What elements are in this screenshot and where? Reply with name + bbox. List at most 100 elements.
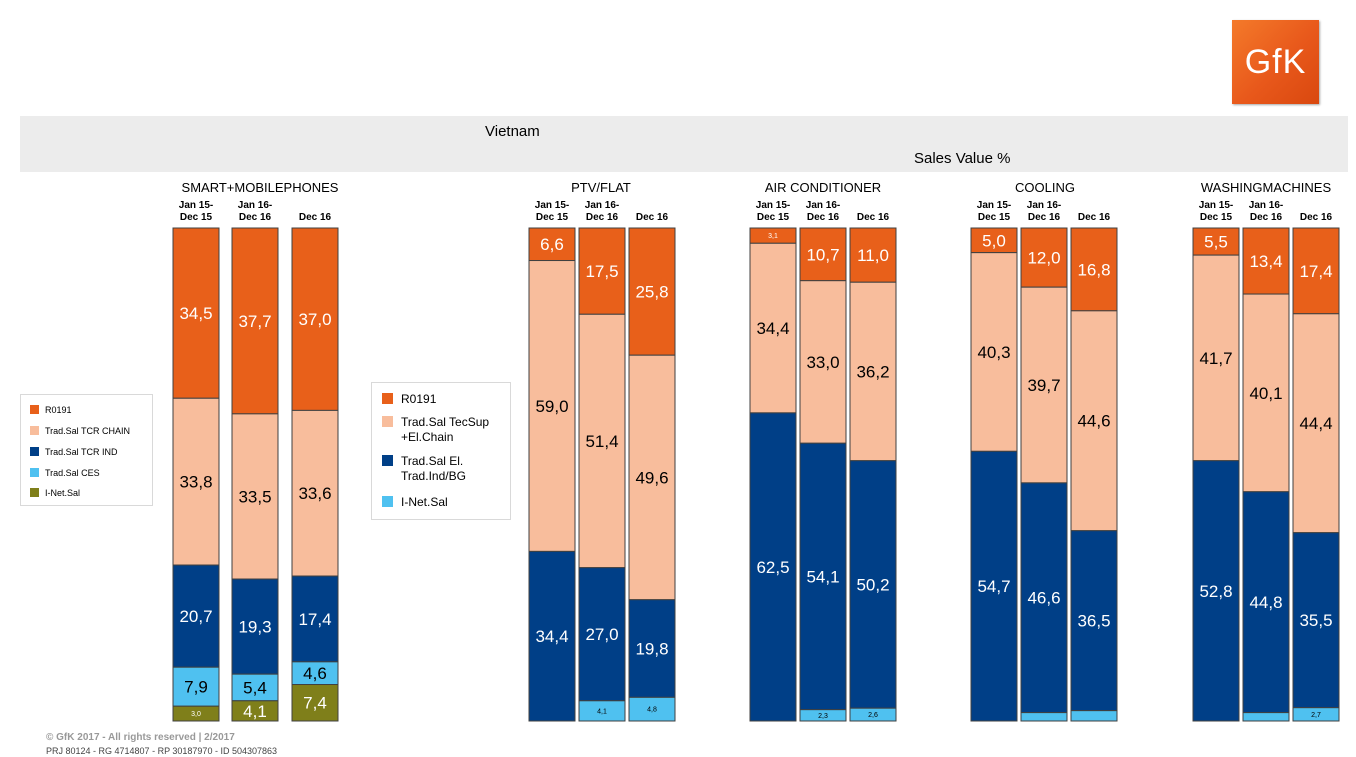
bar-segment-cooling-0-trad-sal-tecsup-el-chain	[970, 252, 1018, 452]
bar-segment-ptv-flat-0-trad-sal-el-trad-ind-bg	[528, 550, 576, 722]
data-label-ptv-flat-2-i-net-sal: 4,8	[647, 707, 657, 714]
bar-segment-smart-mobilephones-2-trad-sal-tcr-ind	[291, 575, 339, 663]
bar-segment-air-conditioner-0-trad-sal-tecsup-el-chain	[749, 242, 797, 414]
footer-copyright: © GfK 2017 - All rights reserved | 2/201…	[46, 732, 235, 743]
data-label-cooling-2-r0191: 16,8	[1077, 260, 1110, 279]
data-label-air-conditioner-2-trad-sal-el-trad-ind-bg: 50,2	[856, 575, 889, 594]
bar-segment-ptv-flat-2-trad-sal-tecsup-el-chain	[628, 354, 676, 601]
bar-segment-washingmachines-0-trad-sal-el-trad-ind-bg	[1192, 460, 1240, 722]
data-label-air-conditioner-0-r0191: 3,1	[768, 233, 778, 240]
data-label-washingmachines-0-trad-sal-tecsup-el-chain: 41,7	[1199, 349, 1232, 368]
data-label-smart-mobilephones-2-trad-sal-tcr-chain: 33,6	[298, 484, 331, 503]
data-label-air-conditioner-1-r0191: 10,7	[806, 245, 839, 264]
bar-segment-smart-mobilephones-0-trad-sal-tcr-ind	[172, 564, 220, 668]
data-label-ptv-flat-2-trad-sal-tecsup-el-chain: 49,6	[635, 468, 668, 487]
bar-segment-smart-mobilephones-2-i-net-sal	[291, 684, 339, 722]
legend-label-el-trad: Trad.Sal El. Trad.Ind/BG	[401, 454, 466, 483]
data-label-smart-mobilephones-1-trad-sal-ces: 5,4	[243, 678, 267, 697]
bar-segment-smart-mobilephones-0-trad-sal-ces	[172, 666, 220, 707]
category-label-smart-mobilephones-0: Jan 15-Dec 15	[179, 200, 213, 223]
data-label-ptv-flat-0-trad-sal-el-trad-ind-bg: 34,4	[535, 627, 568, 646]
bar-segment-smart-mobilephones-1-r0191	[231, 227, 279, 415]
bar-segment-smart-mobilephones-1-trad-sal-tcr-chain	[231, 413, 279, 580]
bar-segment-cooling-0-trad-sal-el-trad-ind-bg	[970, 450, 1018, 722]
chart-title-ptv-flat: PTV/FLAT	[571, 180, 631, 195]
data-label-cooling-2-trad-sal-tecsup-el-chain: 44,6	[1077, 412, 1110, 431]
bar-segment-cooling-2-r0191	[1070, 227, 1118, 312]
data-label-washingmachines-0-r0191: 5,5	[1204, 233, 1228, 252]
bar-segment-washingmachines-1-i-net-sal	[1242, 712, 1290, 722]
bar-segment-ptv-flat-0-trad-sal-tecsup-el-chain	[528, 260, 576, 552]
logo-text: GfK	[1244, 42, 1307, 81]
bar-segment-smart-mobilephones-0-r0191	[172, 227, 220, 399]
data-label-washingmachines-1-trad-sal-tecsup-el-chain: 40,1	[1249, 384, 1282, 403]
data-label-air-conditioner-0-trad-sal-el-trad-ind-bg: 62,5	[756, 558, 789, 577]
bar-segment-air-conditioner-1-r0191	[799, 227, 847, 282]
bar-segment-air-conditioner-1-trad-sal-tecsup-el-chain	[799, 280, 847, 444]
data-label-air-conditioner-1-i-net-sal: 2,3	[818, 713, 828, 720]
legend-label-r0191: R0191	[45, 405, 72, 415]
data-label-smart-mobilephones-2-r0191: 37,0	[298, 310, 331, 329]
bar-segment-ptv-flat-1-r0191	[578, 227, 626, 315]
data-label-smart-mobilephones-1-trad-sal-tcr-chain: 33,5	[238, 487, 271, 506]
data-label-washingmachines-0-trad-sal-el-trad-ind-bg: 52,8	[1199, 582, 1232, 601]
category-label-washingmachines-2: Dec 16	[1300, 212, 1333, 223]
data-label-air-conditioner-1-trad-sal-tecsup-el-chain: 33,0	[806, 353, 839, 372]
legend-label-inet: I-Net.Sal	[401, 495, 448, 509]
data-label-smart-mobilephones-0-trad-sal-tcr-ind: 20,7	[179, 607, 212, 626]
data-label-ptv-flat-1-trad-sal-el-trad-ind-bg: 27,0	[585, 625, 618, 644]
data-label-cooling-1-trad-sal-tecsup-el-chain: 39,7	[1027, 376, 1060, 395]
legend-label-r0191: R0191	[401, 392, 437, 406]
data-label-washingmachines-1-r0191: 13,4	[1249, 252, 1282, 271]
category-label-air-conditioner-2: Dec 16	[857, 212, 890, 223]
category-label-smart-mobilephones-1: Jan 16-Dec 16	[238, 200, 272, 223]
legend-swatch-ces	[30, 468, 39, 477]
data-label-cooling-0-trad-sal-tecsup-el-chain: 40,3	[977, 343, 1010, 362]
bar-segment-washingmachines-0-r0191	[1192, 227, 1240, 256]
data-label-ptv-flat-0-r0191: 6,6	[540, 235, 564, 254]
category-label-ptv-flat-0: Jan 15-Dec 15	[535, 200, 569, 223]
header-band-metric	[20, 143, 1348, 172]
bar-segment-ptv-flat-0-r0191	[528, 227, 576, 262]
data-label-washingmachines-2-r0191: 17,4	[1299, 262, 1332, 281]
bar-segment-air-conditioner-2-i-net-sal	[849, 707, 897, 722]
bar-segment-smart-mobilephones-2-trad-sal-tcr-chain	[291, 409, 339, 577]
legend-swatch-tecsup	[382, 416, 393, 427]
data-label-cooling-2-trad-sal-el-trad-ind-bg: 36,5	[1077, 612, 1110, 631]
data-label-cooling-0-trad-sal-el-trad-ind-bg: 54,7	[977, 577, 1010, 596]
data-label-cooling-1-trad-sal-el-trad-ind-bg: 46,6	[1027, 589, 1060, 608]
data-label-washingmachines-2-i-net-sal: 2,7	[1311, 712, 1321, 719]
bar-segment-ptv-flat-2-trad-sal-el-trad-ind-bg	[628, 599, 676, 698]
bar-segment-washingmachines-1-trad-sal-el-trad-ind-bg	[1242, 491, 1290, 714]
data-label-ptv-flat-1-r0191: 17,5	[585, 262, 618, 281]
data-label-cooling-1-r0191: 12,0	[1027, 249, 1060, 268]
metric-label: Sales Value %	[914, 150, 1011, 167]
legend-label-tcr-chain: Trad.Sal TCR CHAIN	[45, 426, 131, 436]
chart-title-air-conditioner: AIR CONDITIONER	[765, 180, 881, 195]
category-label-cooling-0: Jan 15-Dec 15	[977, 200, 1011, 223]
header-band-country	[20, 116, 1348, 143]
bar-segment-cooling-1-i-net-sal	[1020, 712, 1068, 722]
data-label-air-conditioner-0-trad-sal-tecsup-el-chain: 34,4	[756, 319, 789, 338]
bar-segment-cooling-1-trad-sal-tecsup-el-chain	[1020, 286, 1068, 484]
data-label-smart-mobilephones-2-i-net-sal: 7,4	[303, 694, 327, 713]
category-label-ptv-flat-1: Jan 16-Dec 16	[585, 200, 619, 223]
chart-title-cooling: COOLING	[1015, 180, 1075, 195]
data-label-smart-mobilephones-0-trad-sal-tcr-chain: 33,8	[179, 473, 212, 492]
category-label-ptv-flat-2: Dec 16	[636, 212, 669, 223]
country-label: Vietnam	[485, 123, 540, 140]
data-label-ptv-flat-0-trad-sal-tecsup-el-chain: 59,0	[535, 397, 568, 416]
bar-segment-washingmachines-2-i-net-sal	[1292, 707, 1340, 722]
legend-label-ces: Trad.Sal CES	[45, 468, 100, 478]
data-label-smart-mobilephones-0-i-net-sal: 3,0	[191, 711, 201, 718]
legend-right: R0191 Trad.Sal TecSup +El.Chain Trad.Sal…	[371, 382, 511, 520]
chart-title-washingmachines: WASHINGMACHINES	[1201, 180, 1332, 195]
data-label-washingmachines-1-trad-sal-el-trad-ind-bg: 44,8	[1249, 593, 1282, 612]
data-label-ptv-flat-1-i-net-sal: 4,1	[597, 708, 607, 715]
bar-segment-smart-mobilephones-0-trad-sal-tcr-chain	[172, 397, 220, 566]
legend-label-tecsup: Trad.Sal TecSup +El.Chain	[401, 415, 490, 444]
bar-segment-washingmachines-0-trad-sal-tecsup-el-chain	[1192, 254, 1240, 462]
bar-segment-ptv-flat-1-i-net-sal	[578, 700, 626, 722]
bar-segment-ptv-flat-1-trad-sal-el-trad-ind-bg	[578, 567, 626, 702]
